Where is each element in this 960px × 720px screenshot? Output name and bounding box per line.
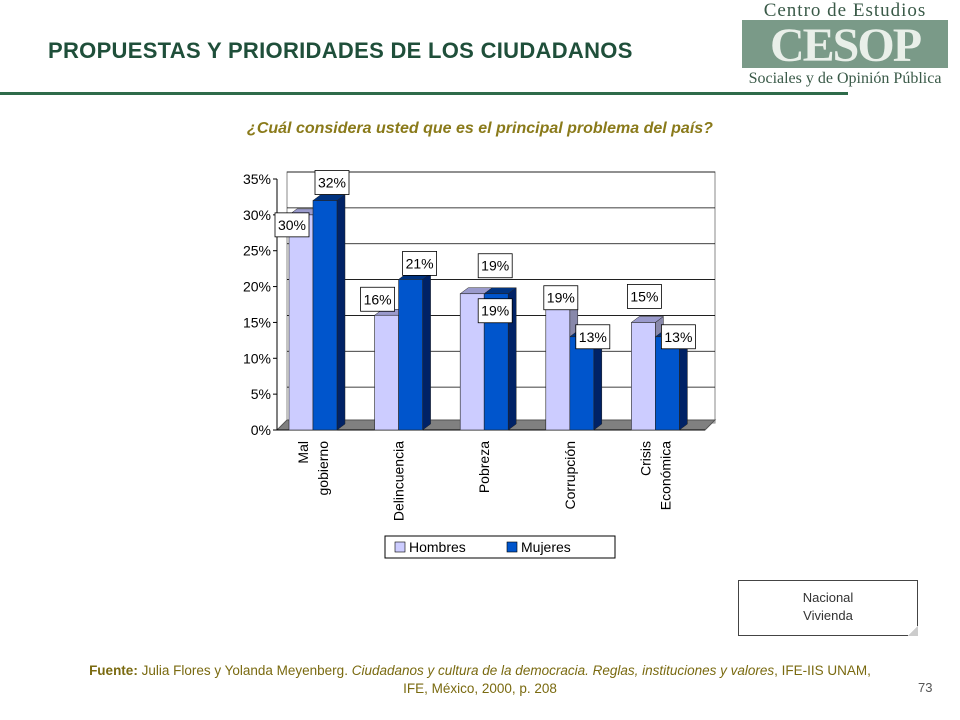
data-label: 21% [406, 255, 434, 271]
data-label-box [543, 285, 579, 311]
y-tick-label: 20% [243, 279, 271, 295]
data-label: 13% [664, 329, 692, 345]
header-rule [0, 92, 848, 95]
data-label: 19% [481, 303, 509, 319]
bar-side [422, 272, 431, 431]
legend-swatch [394, 541, 406, 553]
x-category-label: Pobreza [476, 441, 492, 493]
data-label-box [660, 324, 696, 350]
legend-label: Hombres [409, 539, 466, 555]
x-category-label: Mal [295, 441, 311, 464]
logo-top-text: Centro de Estudios [763, 0, 927, 21]
x-category-label: Económica [657, 441, 673, 510]
bar-hombres [374, 314, 399, 431]
y-tick-label: 5% [251, 386, 271, 402]
data-label: 32% [318, 175, 346, 191]
x-category-label: Crisis [637, 441, 653, 476]
data-label: 30% [278, 217, 306, 233]
note-line-1: Nacional [802, 590, 854, 605]
page-title: PROPUESTAS Y PRIORIDADES DE LOS CIUDADAN… [48, 38, 633, 63]
data-label-box [626, 284, 662, 309]
bar-side [336, 194, 346, 431]
y-tick-label: 0% [251, 422, 271, 438]
logo-bottom-text: Sociales y de Opinión Pública [748, 70, 942, 87]
bar-hombres [631, 322, 656, 431]
data-label: 19% [547, 290, 575, 306]
bar-mujeres [655, 336, 680, 431]
bar-hombres [545, 293, 571, 431]
cesop-logo: Centro de Estudios CESOP Sociales y de O… [740, 0, 950, 96]
data-label-box [477, 298, 513, 324]
y-tick-label: 15% [243, 314, 271, 330]
y-tick-label: 25% [243, 243, 271, 259]
source-label: Fuente: [89, 663, 138, 678]
data-label-box [360, 286, 396, 312]
y-tick-label: 30% [243, 207, 271, 223]
bar-hombres [288, 214, 314, 431]
data-label-box [575, 324, 611, 350]
y-tick-label: 35% [243, 171, 271, 187]
legend-swatch [506, 541, 518, 553]
data-label-box [402, 251, 438, 276]
bar-mujeres [398, 279, 423, 431]
data-label: 19% [481, 258, 509, 274]
bar-mujeres [312, 200, 338, 431]
data-label-box [314, 170, 350, 195]
source-citation: Fuente: Julia Flores y Yolanda Meyenberg… [80, 662, 880, 698]
x-category-label: gobierno [315, 441, 331, 496]
source-rest: , IFE-IIS UNAM, IFE, México, 2000, p. 20… [403, 663, 871, 696]
x-category-label: Corrupción [562, 441, 578, 509]
logo-mark: CESOP [742, 20, 948, 68]
chart-question: ¿Cuál considera usted que es el principa… [247, 120, 713, 137]
x-category-label: Delincuencia [391, 441, 407, 521]
bar-mujeres [569, 336, 595, 431]
sample-note-box: Nacional Vivienda [738, 580, 918, 636]
page-number: 73 [918, 680, 933, 695]
data-label-box [274, 212, 310, 238]
data-label: 13% [579, 329, 607, 345]
legend [384, 535, 616, 559]
data-label: 16% [364, 291, 392, 307]
source-authors: Julia Flores y Yolanda Meyenberg. [137, 663, 352, 678]
source-work: Ciudadanos y cultura de la democracia. R… [351, 663, 775, 678]
y-tick-label: 10% [243, 350, 271, 366]
note-line-2: Vivienda [803, 608, 853, 623]
data-label: 15% [630, 288, 658, 304]
legend-label: Mujeres [521, 539, 571, 555]
bar-chart: 0% 5% 10% 15% 20% 25% 30% 35% 30% 16% 19% 19% 15% 32%… [243, 170, 717, 559]
data-label-box [477, 253, 513, 279]
logo-mark-text: CESOP [770, 20, 921, 68]
